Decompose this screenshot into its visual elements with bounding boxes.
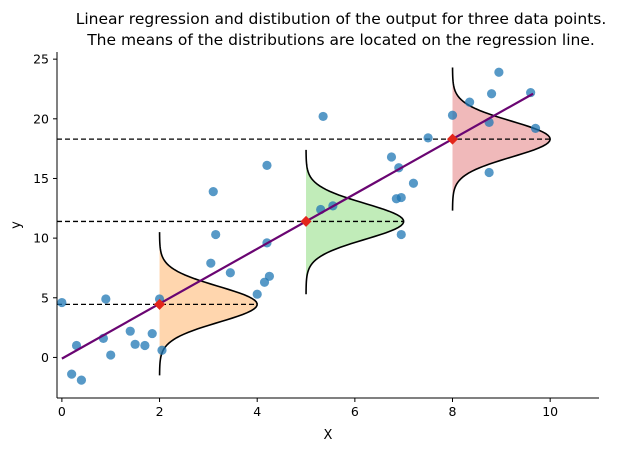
data-point [130, 339, 140, 349]
chart-title-line-2: The means of the distributions are locat… [86, 31, 595, 49]
data-point [264, 271, 275, 281]
data-point [486, 89, 497, 99]
data-point [71, 340, 82, 351]
y-tick-label: 20 [33, 111, 49, 126]
y-tick-label: 15 [33, 171, 49, 186]
x-tick-label: 0 [58, 404, 66, 419]
regression-line [61, 92, 534, 360]
distribution-curve-3 [451, 67, 551, 211]
y-tick-label: 10 [33, 231, 49, 246]
data-point [211, 229, 221, 240]
data-point [262, 160, 272, 170]
y-ticks: 0 5 10 15 20 25 [33, 52, 57, 365]
distribution-fill-1 [159, 232, 258, 376]
x-tick-label: 2 [156, 404, 164, 419]
data-point [157, 345, 167, 355]
data-point [147, 328, 157, 339]
x-tick-label: 6 [351, 404, 359, 419]
data-point [208, 186, 218, 197]
data-point [530, 123, 541, 133]
x-tick-label: 4 [253, 404, 261, 419]
data-point [396, 229, 406, 240]
mean-marker-3 [447, 133, 459, 145]
data-point [125, 326, 135, 336]
y-axis-label: y [9, 221, 24, 229]
data-point [423, 133, 433, 143]
axes [56, 52, 599, 399]
chart-title-line-1: Linear regression and distibution of the… [76, 10, 607, 28]
data-point [494, 67, 504, 77]
data-point [140, 340, 150, 351]
mean-marker-layer [154, 133, 459, 310]
data-point [67, 369, 77, 379]
x-tick-label: 8 [449, 404, 457, 419]
data-point [318, 111, 328, 122]
y-tick-label: 25 [33, 52, 49, 67]
mean-marker-2 [300, 215, 312, 227]
data-point [76, 375, 87, 385]
data-point [408, 178, 419, 188]
data-point [106, 350, 116, 360]
mean-marker-1 [154, 298, 166, 310]
x-tick-label: 10 [542, 404, 558, 419]
y-tick-label: 5 [41, 290, 49, 305]
data-point [396, 192, 406, 203]
data-point [484, 167, 494, 178]
x-ticks: 0 2 4 6 8 10 [58, 398, 558, 419]
data-point [101, 294, 111, 304]
data-point [57, 297, 67, 308]
data-point [252, 289, 262, 299]
data-point [465, 97, 475, 107]
data-point [206, 258, 216, 268]
data-point [447, 110, 458, 120]
data-point [386, 152, 397, 162]
regression-line-layer [61, 92, 534, 360]
data-point [225, 268, 235, 278]
y-tick-label: 0 [41, 350, 49, 365]
x-axis-label: X [324, 428, 333, 443]
